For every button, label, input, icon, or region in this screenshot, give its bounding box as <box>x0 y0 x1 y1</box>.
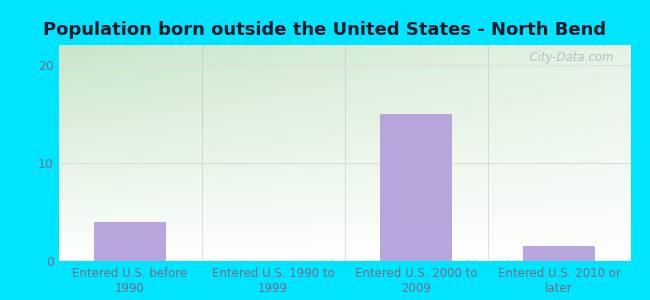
Bar <box>523 246 595 261</box>
Bar <box>94 222 166 261</box>
Text: Population born outside the United States - North Bend: Population born outside the United State… <box>44 21 606 39</box>
Bar <box>380 114 452 261</box>
Text: City-Data.com: City-Data.com <box>522 52 614 64</box>
